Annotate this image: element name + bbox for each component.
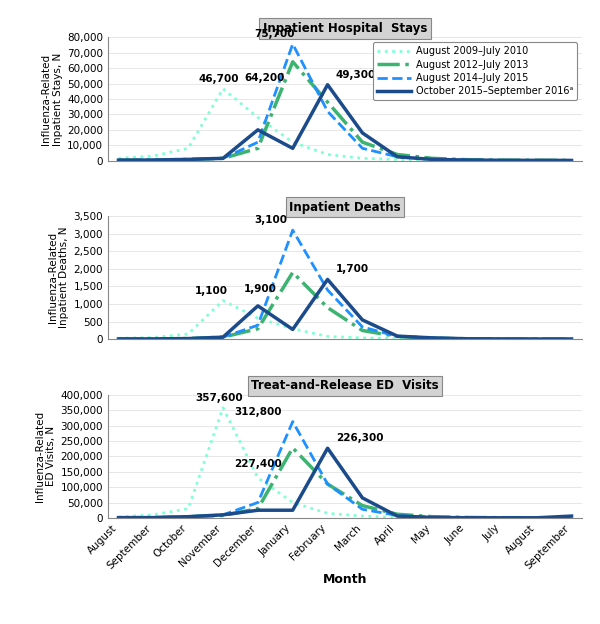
Legend: August 2009–July 2010, August 2012–July 2013, August 2014–July 2015, October 201: August 2009–July 2010, August 2012–July … <box>373 42 577 100</box>
Text: 64,200: 64,200 <box>244 73 284 83</box>
Text: 1,700: 1,700 <box>336 265 369 275</box>
Text: 3,100: 3,100 <box>254 215 287 225</box>
Text: 1,900: 1,900 <box>244 284 277 294</box>
Text: 75,700: 75,700 <box>254 29 295 39</box>
Text: 227,400: 227,400 <box>235 459 282 469</box>
Y-axis label: Influenza-Related
ED Visits, N: Influenza-Related ED Visits, N <box>35 411 56 502</box>
Text: 226,300: 226,300 <box>336 433 383 443</box>
Text: 312,800: 312,800 <box>235 407 282 417</box>
Y-axis label: Influenza-Related
Inpatient Deaths, N: Influenza-Related Inpatient Deaths, N <box>48 227 70 328</box>
Text: 357,600: 357,600 <box>195 393 243 403</box>
Text: 1,100: 1,100 <box>195 286 228 296</box>
Y-axis label: Influenza-Related
Inpatient Stays, N: Influenza-Related Inpatient Stays, N <box>41 52 63 145</box>
X-axis label: Month: Month <box>323 573 367 587</box>
Text: Treat-and-Release ED  Visits: Treat-and-Release ED Visits <box>251 379 439 392</box>
Text: 46,700: 46,700 <box>198 74 239 84</box>
Text: Inpatient Hospital  Stays: Inpatient Hospital Stays <box>263 22 427 35</box>
Text: 49,300: 49,300 <box>336 70 376 80</box>
Text: Inpatient Deaths: Inpatient Deaths <box>289 201 401 213</box>
